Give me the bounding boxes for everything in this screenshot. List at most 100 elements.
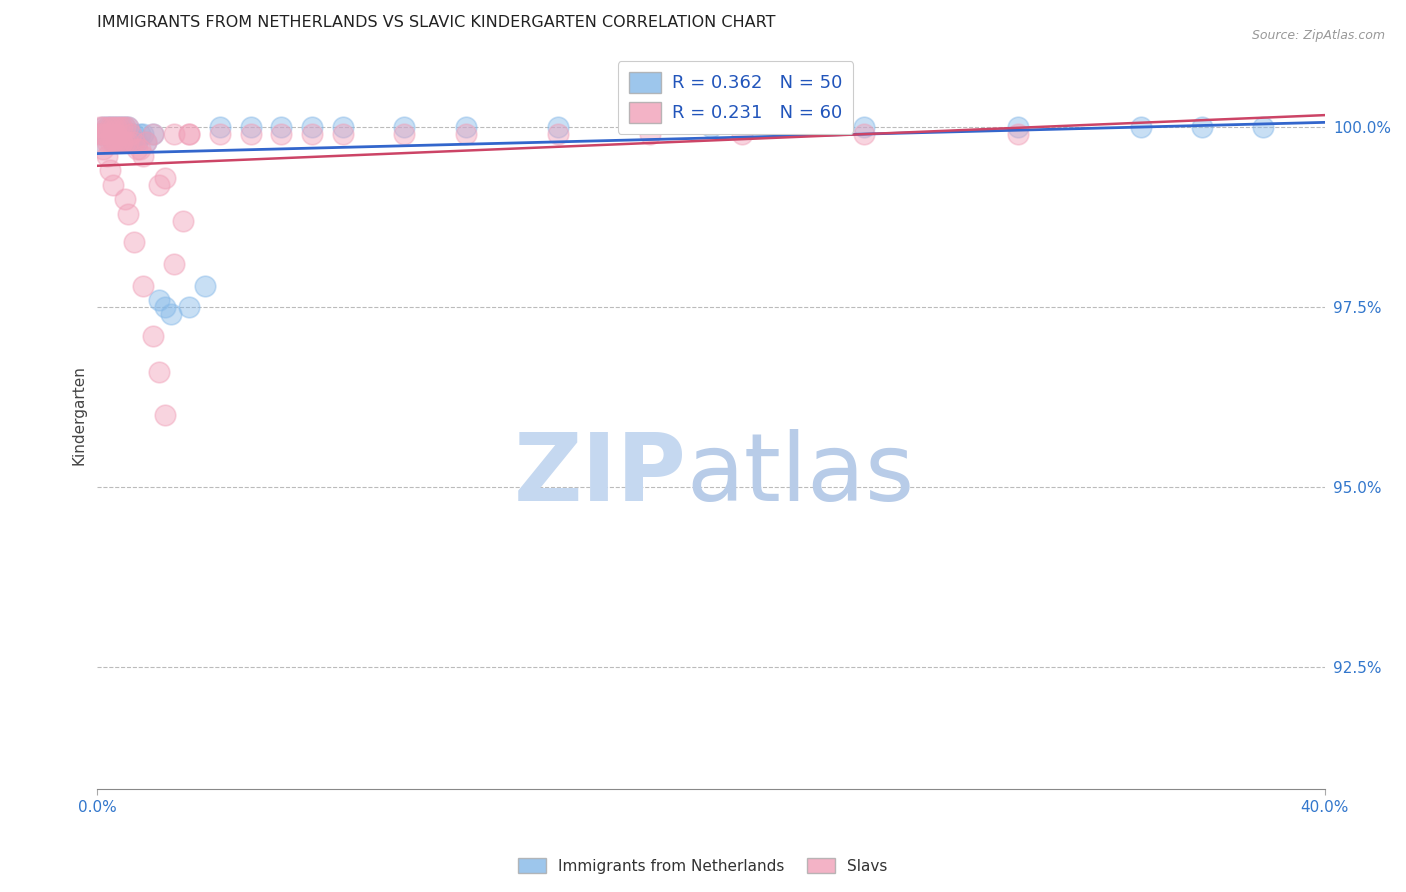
Point [1191,120,1213,135]
Point [96,128,118,142]
Point [93,142,115,156]
Point [142,329,165,343]
Point [114,135,136,149]
Point [163,128,186,142]
Point [93,120,115,135]
Point [93,128,115,142]
Text: IMMIGRANTS FROM NETHERLANDS VS SLAVIC KINDERGARTEN CORRELATION CHART: IMMIGRANTS FROM NETHERLANDS VS SLAVIC KI… [97,15,776,30]
Y-axis label: Kindergarten: Kindergarten [72,365,86,465]
Point [132,149,155,163]
Point [111,135,134,149]
Point [96,120,118,135]
Point [1007,128,1029,142]
Point [114,120,136,135]
Point [209,128,232,142]
Point [96,149,118,163]
Point [179,300,201,314]
Point [108,135,131,149]
Point [853,120,876,135]
Point [270,120,292,135]
Point [101,178,124,192]
Point [108,135,131,149]
Point [89,135,111,149]
Point [392,128,415,142]
Point [129,142,152,156]
Point [96,135,118,149]
Point [239,128,262,142]
Point [1007,120,1029,135]
Point [160,307,183,321]
Point [98,120,121,135]
Point [101,135,124,149]
Point [104,128,127,142]
Point [163,257,186,271]
Point [142,128,165,142]
Point [332,120,354,135]
Point [127,135,149,149]
Point [101,120,124,135]
Point [93,128,115,142]
Point [127,142,149,156]
Point [89,128,111,142]
Point [98,120,121,135]
Point [239,120,262,135]
Point [117,206,139,220]
Point [101,120,124,135]
Point [122,135,145,149]
Text: Source: ZipAtlas.com: Source: ZipAtlas.com [1251,29,1385,43]
Point [135,135,157,149]
Point [117,120,139,135]
Point [148,293,170,307]
Point [120,128,142,142]
Point [101,135,124,149]
Point [172,213,194,227]
Point [108,120,131,135]
Point [114,135,136,149]
Point [270,128,292,142]
Legend: R = 0.362   N = 50, R = 0.231   N = 60: R = 0.362 N = 50, R = 0.231 N = 60 [617,62,853,134]
Point [392,120,415,135]
Point [129,128,152,142]
Point [104,120,127,135]
Point [332,128,354,142]
Point [301,120,323,135]
Point [89,128,111,142]
Point [301,128,323,142]
Point [700,120,723,135]
Point [122,235,145,250]
Point [111,128,134,142]
Point [853,128,876,142]
Point [117,120,139,135]
Point [120,135,142,149]
Point [454,128,477,142]
Point [96,128,118,142]
Point [104,135,127,149]
Point [153,408,176,422]
Legend: Immigrants from Netherlands, Slavs: Immigrants from Netherlands, Slavs [512,852,894,880]
Point [117,135,139,149]
Point [114,192,136,206]
Point [98,135,121,149]
Point [547,128,569,142]
Point [111,120,134,135]
Point [638,128,661,142]
Text: ZIP: ZIP [513,429,686,521]
Point [104,128,127,142]
Point [148,365,170,379]
Point [111,120,134,135]
Point [194,278,217,293]
Point [108,128,131,142]
Point [1129,120,1152,135]
Point [122,128,145,142]
Point [179,128,201,142]
Point [104,120,127,135]
Point [114,120,136,135]
Point [96,120,118,135]
Point [101,128,124,142]
Point [108,120,131,135]
Point [122,135,145,149]
Point [148,178,170,192]
Point [132,278,155,293]
Point [142,128,165,142]
Point [1253,120,1275,135]
